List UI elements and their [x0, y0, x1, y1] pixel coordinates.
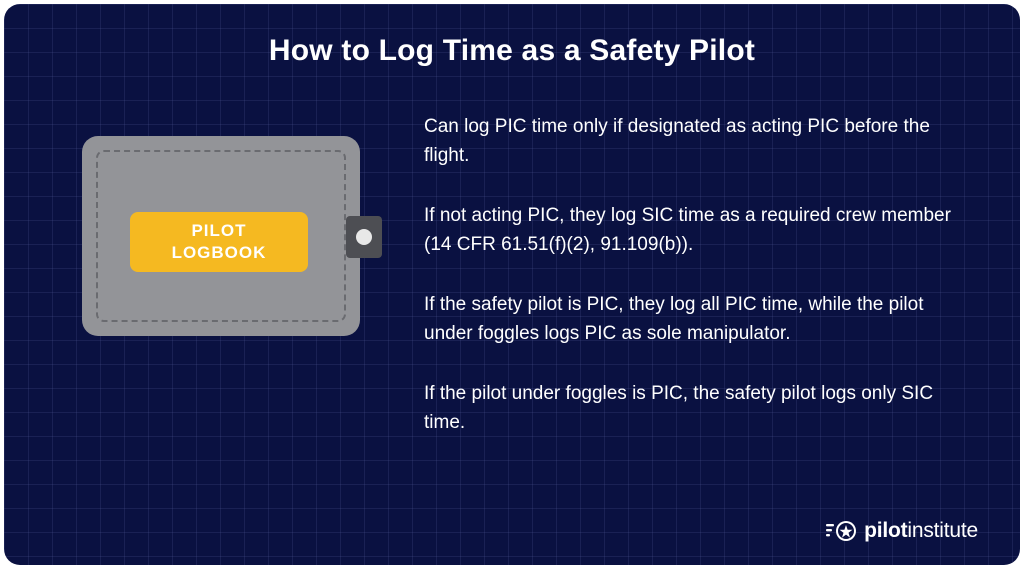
logbook-illustration: PILOT LOGBOOK — [82, 136, 382, 336]
brand-footer: pilotinstitute — [826, 519, 978, 543]
wings-badge-icon — [826, 519, 858, 543]
illustration-column: PILOT LOGBOOK — [52, 106, 412, 336]
logbook-clasp — [346, 216, 382, 258]
content-row: PILOT LOGBOOK Can log PIC time only if d… — [52, 106, 972, 438]
paragraph-1: Can log PIC time only if designated as a… — [424, 112, 968, 171]
paragraph-2: If not acting PIC, they log SIC time as … — [424, 201, 968, 260]
paragraph-3: If the safety pilot is PIC, they log all… — [424, 290, 968, 349]
info-card: How to Log Time as a Safety Pilot PILOT … — [4, 4, 1020, 565]
logbook-label: PILOT LOGBOOK — [130, 212, 308, 272]
logbook-label-line1: PILOT — [191, 220, 246, 242]
paragraph-4: If the pilot under foggles is PIC, the s… — [424, 379, 968, 438]
brand-text-bold: pilot — [864, 519, 907, 542]
text-column: Can log PIC time only if designated as a… — [412, 106, 972, 438]
card-title: How to Log Time as a Safety Pilot — [52, 34, 972, 68]
logbook-clasp-dot — [356, 229, 372, 245]
logbook-label-line2: LOGBOOK — [172, 242, 267, 264]
brand-text: pilotinstitute — [864, 519, 978, 543]
brand-text-light: institute — [907, 519, 978, 542]
